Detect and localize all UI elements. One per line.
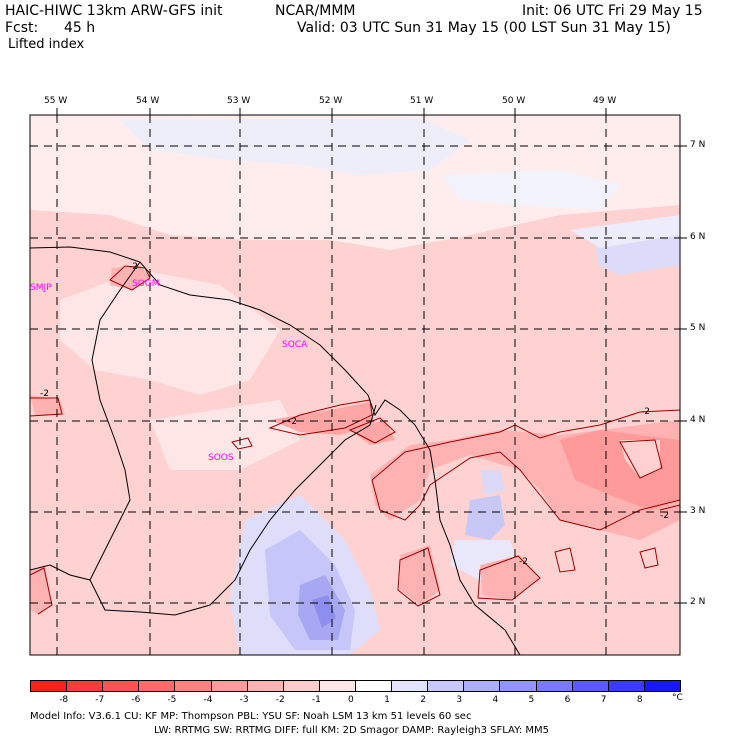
lat-label: 2 N <box>690 597 706 607</box>
lon-label: 54 W <box>136 96 160 106</box>
colorbar-swatch <box>643 680 681 692</box>
colorbar-tick-label: 0 <box>348 695 354 705</box>
colorbar-swatch <box>30 680 68 692</box>
colorbar-swatch <box>499 680 537 692</box>
lat-label: 6 N <box>690 232 706 242</box>
colorbar-tick-label: -4 <box>203 695 213 705</box>
station-label: SOGM <box>132 279 160 289</box>
colorbar-tick-label: -7 <box>95 695 105 705</box>
map-frame <box>29 114 681 656</box>
shaded-field <box>30 115 680 655</box>
colorbar-swatch <box>318 680 356 692</box>
model-info-line2: LW: RRTMG SW: RRTMG DIFF: full KM: 2D Sm… <box>154 725 550 736</box>
valid-time: Valid: 03 UTC Sun 31 May 15 (00 LST Sun … <box>297 20 671 36</box>
lon-label: 53 W <box>227 96 251 106</box>
contour-value-label: -2 <box>40 389 49 399</box>
contour-value-label: -2 <box>288 417 297 427</box>
colorbar-swatch <box>535 680 573 692</box>
colorbar-tick-label: 5 <box>528 695 535 705</box>
coastlines-borders <box>30 246 521 655</box>
colorbar-tick-label: -3 <box>239 695 249 705</box>
forecast-label: Fcst: <box>5 20 39 36</box>
colorbar-swatch <box>571 680 609 692</box>
colorbar-swatch <box>391 680 429 692</box>
contour-value-label: -2 <box>519 557 528 567</box>
contour-value-label: -2 <box>129 262 138 272</box>
colorbar-tick-label: -2 <box>275 695 285 705</box>
contour-lines <box>30 265 680 615</box>
colorbar-tick-label: 2 <box>420 695 426 705</box>
lon-label: 52 W <box>319 96 343 106</box>
colorbar-swatch <box>607 680 645 692</box>
colorbar-tick-label: 1 <box>384 695 390 705</box>
colorbar-swatch <box>102 680 140 692</box>
model-info-line1: Model Info: V3.6.1 CU: KF MP: Thompson P… <box>30 711 472 722</box>
lat-label: 7 N <box>690 140 706 150</box>
colorbar-tick-label: -1 <box>311 695 321 705</box>
colorbar-tick-label: -8 <box>59 695 69 705</box>
init-time: Init: 06 UTC Fri 29 May 15 <box>522 3 703 19</box>
station-label: SMJP <box>30 283 52 293</box>
colorbar-swatch <box>174 680 212 692</box>
colorbar-swatch <box>138 680 176 692</box>
colorbar-swatch <box>246 680 284 692</box>
colorbar-tick-label: -6 <box>131 695 141 705</box>
graticule <box>30 115 680 655</box>
lon-label: 49 W <box>593 96 617 106</box>
colorbar-tick-label: 8 <box>636 695 643 705</box>
contour-value-label: -2 <box>660 511 669 521</box>
lon-label: 51 W <box>410 96 434 106</box>
center-label: NCAR/MMM <box>275 3 356 19</box>
colorbar-swatch <box>282 680 320 692</box>
station-label: SOOS <box>208 453 234 463</box>
colorbar-swatch <box>427 680 465 692</box>
colorbar-swatch <box>210 680 248 692</box>
lat-label: 5 N <box>690 323 706 333</box>
colorbar-tick-label: 7 <box>600 695 607 705</box>
colorbar-tick-label: 6 <box>564 695 571 705</box>
lon-label: 50 W <box>502 96 526 106</box>
colorbar-swatch <box>66 680 104 692</box>
colorbar-unit: °C <box>672 693 683 703</box>
colorbar-tick-label: 3 <box>456 695 463 705</box>
station-label: SOCA <box>282 340 308 350</box>
lat-label: 4 N <box>690 415 706 425</box>
lon-label: 55 W <box>44 96 68 106</box>
colorbar-swatch <box>355 680 393 692</box>
field-name: Lifted index <box>8 37 85 52</box>
colorbar-tick-label: 4 <box>492 695 499 705</box>
model-title: HAIC-HIWC 13km ARW-GFS init <box>5 3 223 19</box>
contour-value-label: -2 <box>641 407 650 417</box>
forecast-hour: 45 h <box>64 20 96 36</box>
colorbar-swatch <box>463 680 501 692</box>
colorbar-tick-label: -5 <box>167 695 177 705</box>
lat-label: 3 N <box>690 506 706 516</box>
